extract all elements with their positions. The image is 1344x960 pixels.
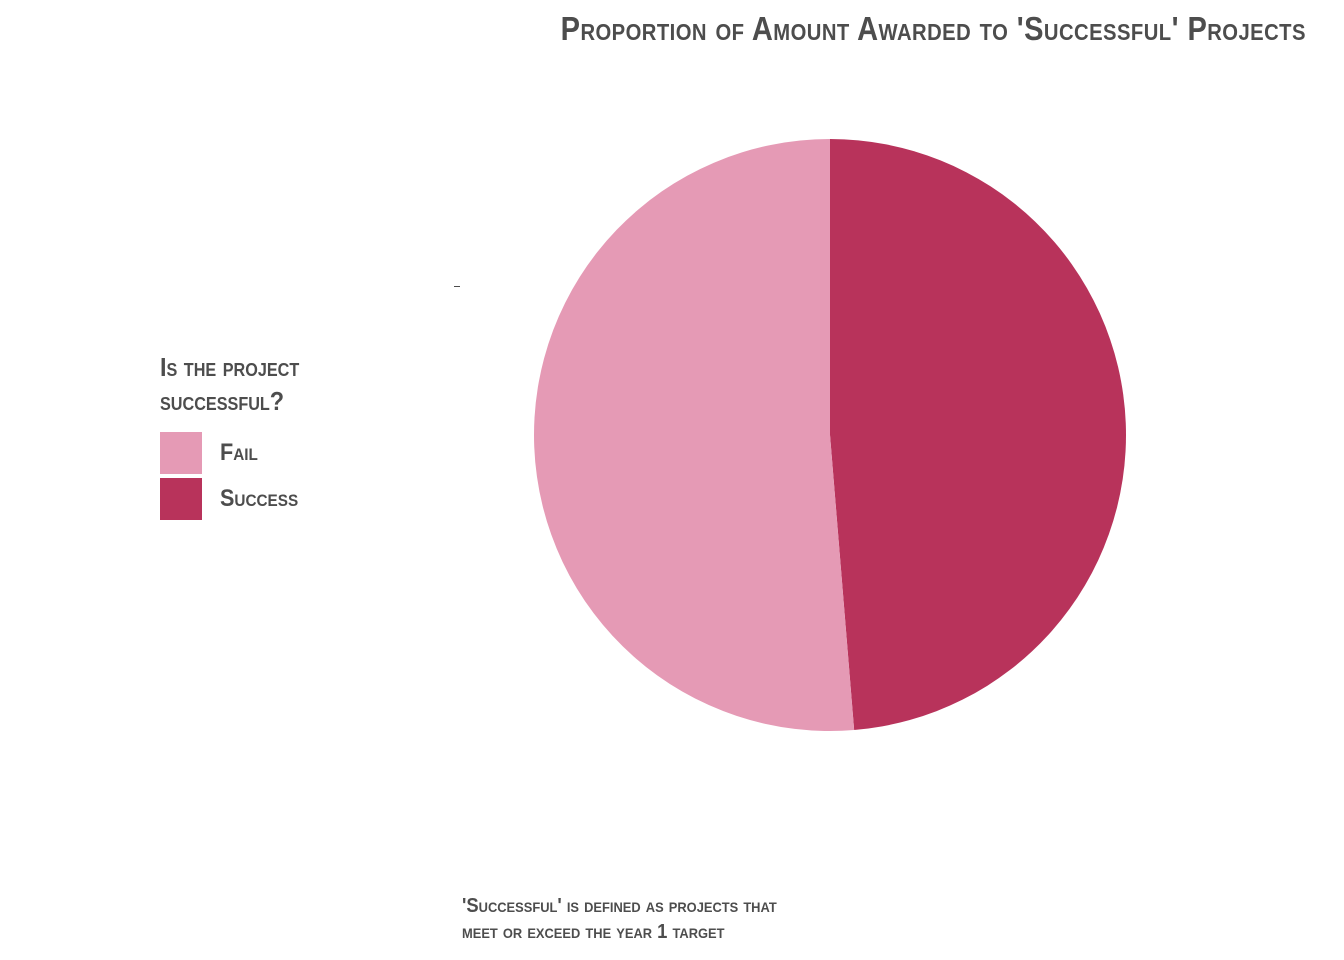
chart-caption: 'Successful' is defined as projects that… [462, 893, 885, 945]
pie-slices [534, 139, 1127, 731]
legend-label-fail: Fail [220, 439, 258, 466]
legend-title: Is the project successful? [160, 352, 300, 416]
caption-line-2: meet or exceed the year 1 target [462, 921, 725, 943]
legend-item-fail: Fail [160, 430, 480, 476]
stray-tick-mark [454, 286, 460, 287]
legend-item-success: Success [160, 476, 480, 522]
legend-list: Fail Success [160, 430, 480, 522]
legend-swatch-success [160, 478, 202, 520]
pie-slice-success [830, 139, 1127, 731]
legend: Is the project successful? Fail Success [160, 350, 480, 522]
pie-slice-fail [534, 139, 855, 731]
legend-label-success: Success [220, 485, 299, 512]
chart-title: Proportion of Amount Awarded to 'Success… [560, 10, 1306, 47]
caption-line-1: 'Successful' is defined as projects that [462, 895, 777, 917]
legend-swatch-fail [160, 432, 202, 474]
